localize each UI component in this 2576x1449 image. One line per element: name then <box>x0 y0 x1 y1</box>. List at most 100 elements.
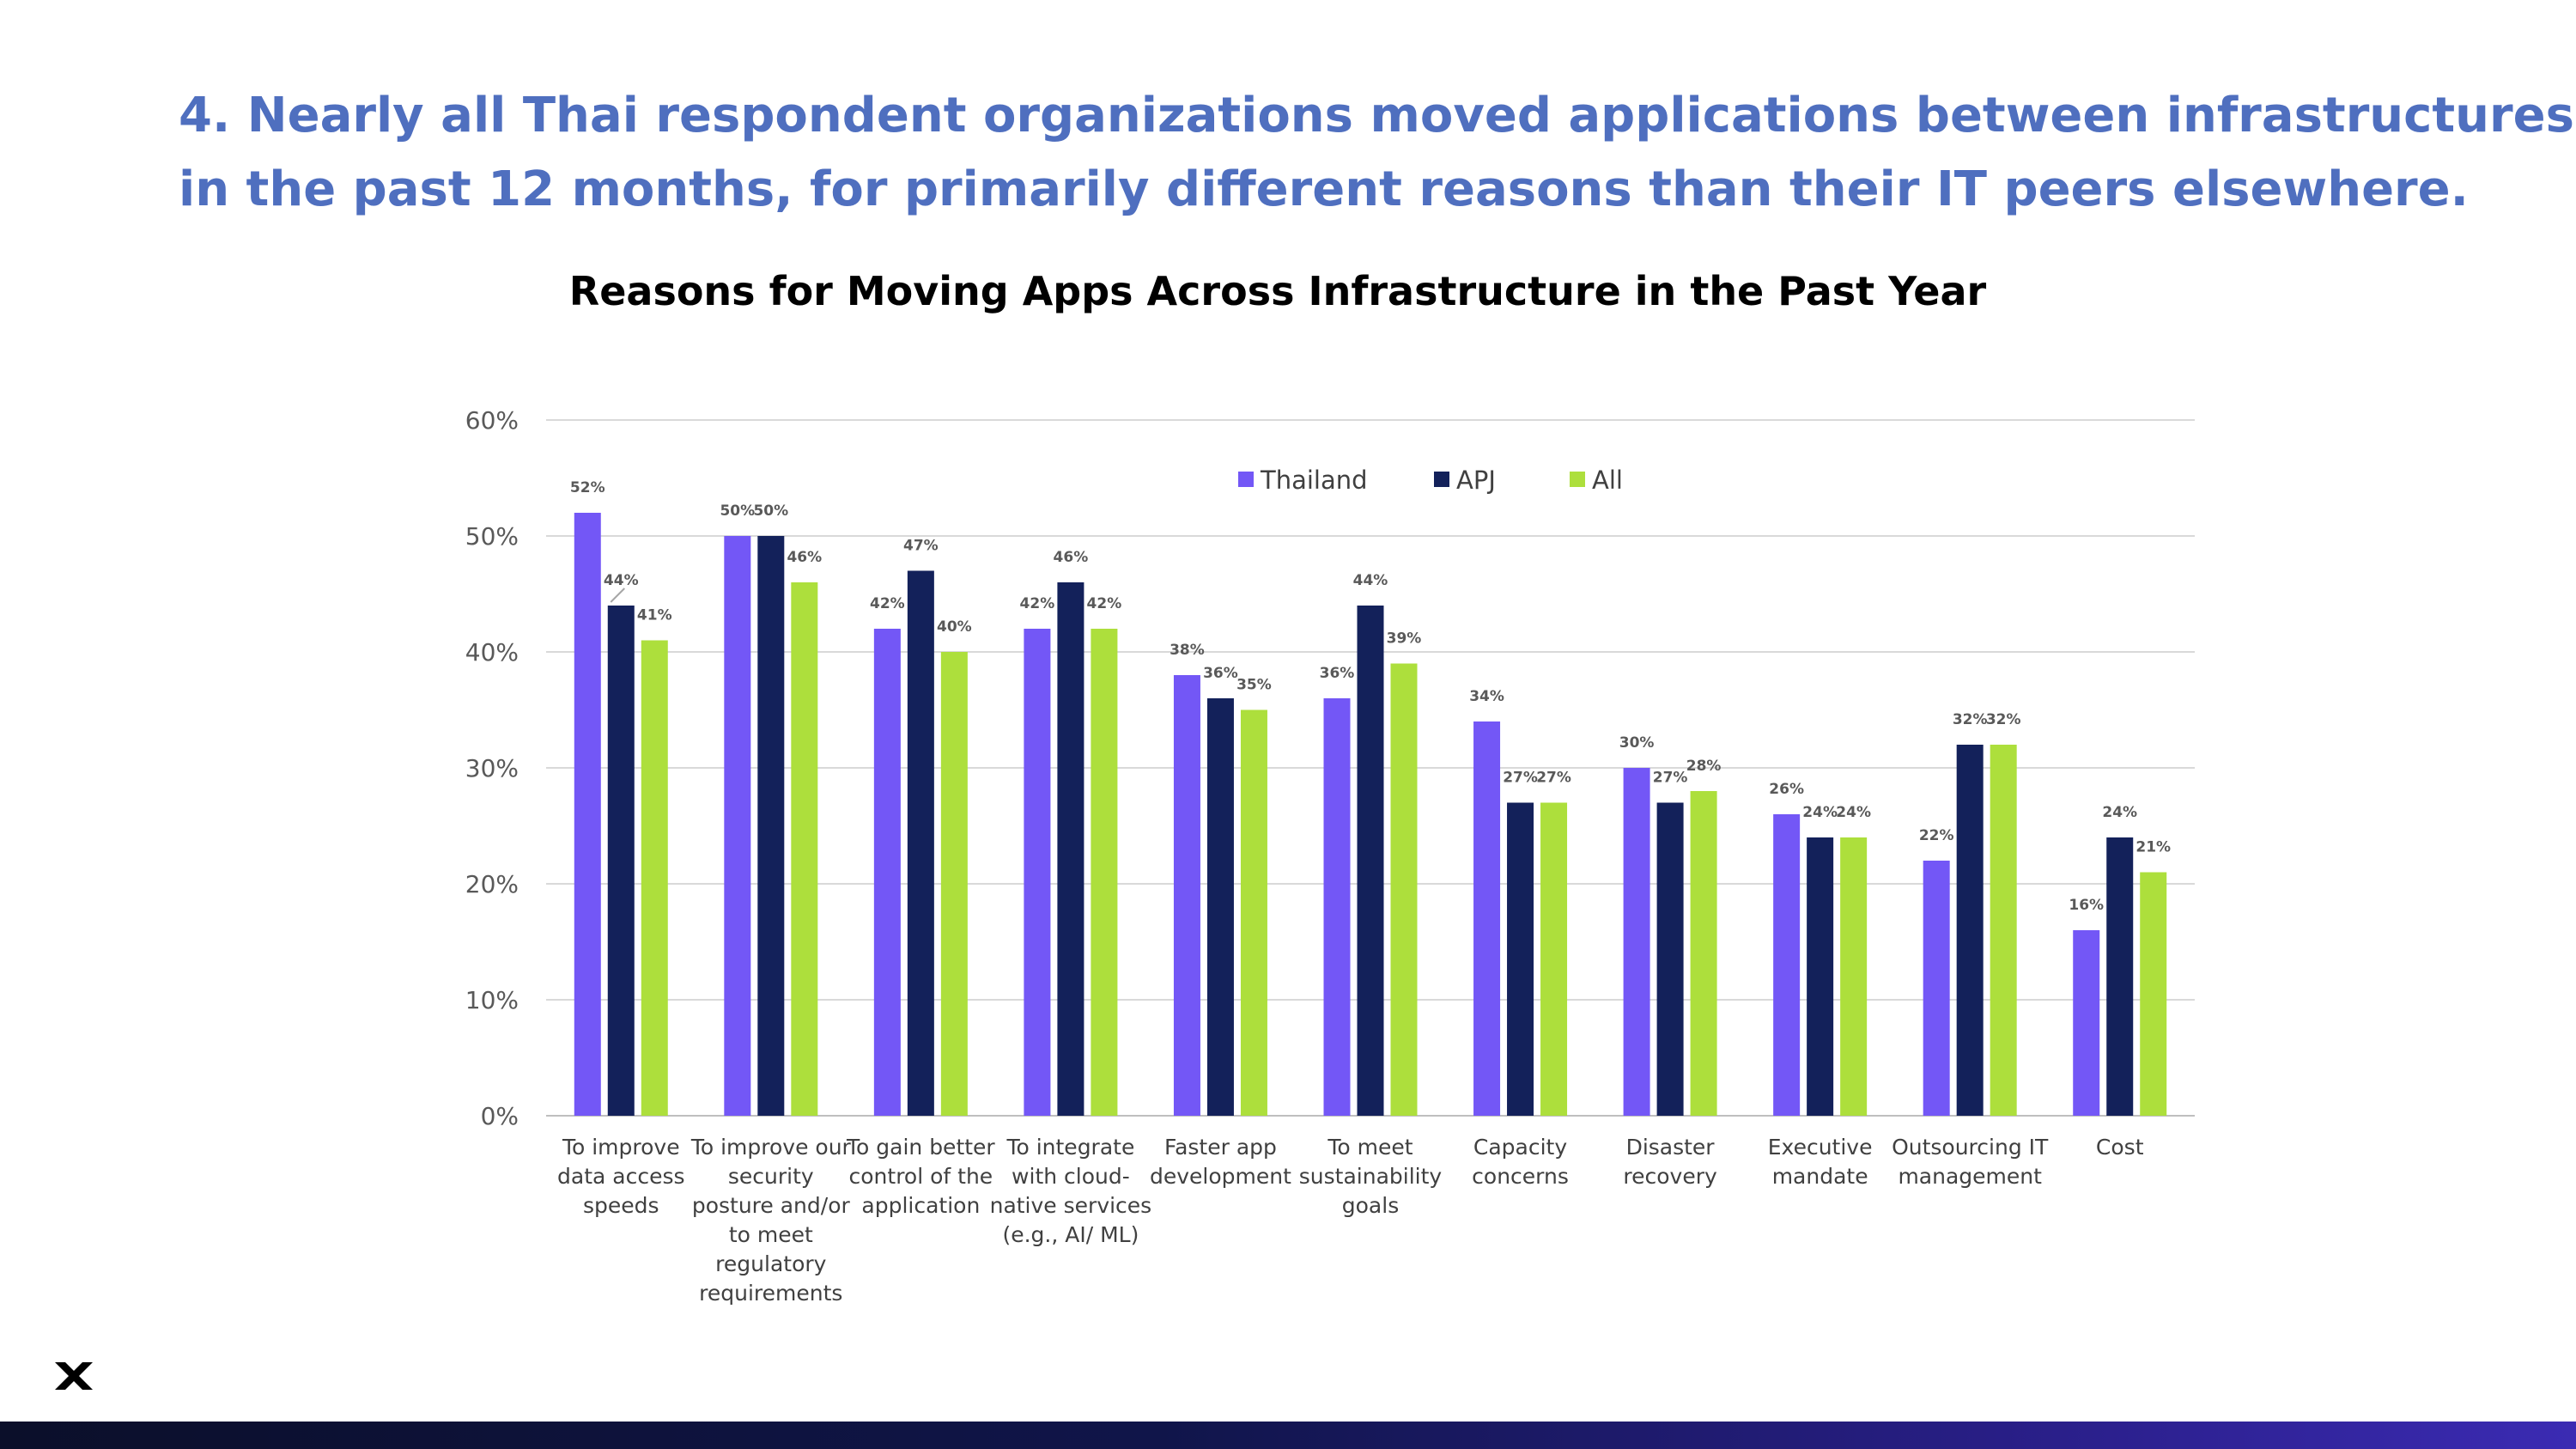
legend-label-thailand: Thailand <box>1260 466 1368 495</box>
bar-apj <box>1057 582 1084 1116</box>
x-tick-label: Outsourcing IT <box>1892 1135 2049 1160</box>
x-tick-label: management <box>1898 1164 2042 1189</box>
x-tick-label: data access <box>557 1164 685 1189</box>
legend-swatch-apj <box>1434 472 1449 487</box>
bar-apj <box>2106 837 2134 1116</box>
x-tick-label: development <box>1150 1164 1291 1189</box>
bar-apj <box>1507 802 1534 1116</box>
data-label: 24% <box>1836 804 1871 821</box>
bar-thailand <box>2073 930 2100 1116</box>
bar-apj <box>1656 802 1684 1116</box>
bar-apj <box>1206 698 1234 1116</box>
x-tick-label: goals <box>1342 1193 1399 1218</box>
x-tick-label: To improve <box>562 1135 680 1160</box>
bar-all <box>1540 802 1568 1116</box>
bar-apj <box>1956 745 1984 1116</box>
data-label: 21% <box>2136 839 2171 856</box>
x-tick-label: with cloud- <box>1012 1164 1130 1189</box>
x-tick-label: requirements <box>699 1281 842 1306</box>
bar-thailand <box>1473 721 1501 1116</box>
legend-label-all: All <box>1592 466 1623 495</box>
x-tick-label: speeds <box>583 1193 659 1218</box>
bar-all <box>1690 791 1717 1116</box>
x-tick-label: to meet <box>729 1222 813 1247</box>
data-label: 42% <box>870 595 905 612</box>
bar-thailand <box>1323 698 1351 1116</box>
bar-all <box>1990 745 2017 1116</box>
data-label: 36% <box>1203 665 1238 682</box>
bar-all <box>1840 837 1868 1116</box>
y-tick-label: 40% <box>465 638 519 667</box>
bar-apj <box>607 606 635 1116</box>
y-tick-label: 10% <box>465 986 519 1014</box>
bar-apj <box>907 570 934 1116</box>
bar-thailand <box>574 513 601 1116</box>
data-label: 44% <box>604 572 639 589</box>
bar-thailand <box>1923 861 1950 1116</box>
data-label: 47% <box>903 538 939 555</box>
data-label: 26% <box>1769 781 1804 798</box>
y-tick-label: 20% <box>465 870 519 898</box>
label-leader-line <box>610 588 625 603</box>
data-label: 42% <box>1087 595 1122 612</box>
bar-all <box>2140 872 2167 1116</box>
data-label: 22% <box>1919 827 1954 844</box>
data-label: 24% <box>1802 804 1838 821</box>
bar-all <box>1240 709 1267 1116</box>
data-label: 27% <box>1536 770 1571 787</box>
legend-swatch-thailand <box>1238 472 1254 487</box>
y-tick-label: 60% <box>465 406 519 435</box>
data-label: 39% <box>1387 630 1422 648</box>
x-tick-label: Faster app <box>1164 1135 1277 1160</box>
data-label: 27% <box>1653 770 1688 787</box>
bar-chart: 0% 10% 20% 30% 40% 50% 60% 52% 50% 42% 42% 38% 36% 34… <box>465 406 2195 1306</box>
data-label: 28% <box>1686 758 1722 775</box>
data-label: 50% <box>753 502 788 520</box>
x-tick-label: mandate <box>1772 1164 1868 1189</box>
x-tick-label: To integrate <box>1005 1135 1134 1160</box>
bar-thailand <box>873 629 901 1116</box>
data-label: 50% <box>720 502 755 520</box>
y-tick-label: 0% <box>481 1102 519 1130</box>
x-tick-label: Executive <box>1768 1135 1873 1160</box>
x-tick-label: sustainability <box>1299 1164 1443 1189</box>
data-label: 40% <box>937 618 972 636</box>
x-tick-label: Disaster <box>1626 1135 1716 1160</box>
footer-bar <box>0 1422 2576 1449</box>
bar-thailand <box>1173 675 1200 1116</box>
x-tick-label: regulatory <box>715 1251 826 1276</box>
bar-apj <box>1357 606 1384 1116</box>
slide-headline-line-1: 4. Nearly all Thai respondent organizati… <box>179 88 2574 143</box>
x-tick-label: control of the <box>849 1164 993 1189</box>
x-tick-label: native services <box>990 1193 1152 1218</box>
x-tick-label: Cost <box>2096 1135 2144 1160</box>
x-tick-label: Capacity <box>1473 1135 1567 1160</box>
x-tick-label: recovery <box>1623 1164 1717 1189</box>
data-label: 52% <box>570 479 605 496</box>
slide-headline: 4. Nearly all Thai respondent organizati… <box>179 79 2574 227</box>
bar-all <box>940 652 968 1116</box>
bar-all <box>791 582 818 1116</box>
data-label: 35% <box>1236 677 1272 694</box>
x-tick-label: application <box>861 1193 980 1218</box>
x-tick-label: (e.g., AI/ ML) <box>1002 1222 1139 1247</box>
legend-label-apj: APJ <box>1456 466 1496 495</box>
data-label: 16% <box>2069 897 2104 914</box>
data-label: 24% <box>2102 804 2137 821</box>
bar-thailand <box>1773 814 1801 1116</box>
data-label: 46% <box>1054 549 1089 566</box>
bar-thailand <box>724 536 751 1116</box>
bar-all <box>1390 663 1418 1116</box>
bar-apj <box>757 536 785 1116</box>
data-label: 44% <box>1353 572 1388 589</box>
data-label: 32% <box>1986 711 2021 728</box>
data-label: 41% <box>637 607 672 624</box>
data-label: 34% <box>1469 688 1504 705</box>
bar-all <box>641 640 668 1116</box>
chart-title: Reasons for Moving Apps Across Infrastru… <box>568 268 1987 314</box>
data-label: 30% <box>1619 734 1655 752</box>
y-tick-label: 50% <box>465 522 519 551</box>
x-tick-label: To improve our <box>690 1135 852 1160</box>
data-label: 36% <box>1320 665 1355 682</box>
bar-thailand <box>1623 768 1650 1116</box>
